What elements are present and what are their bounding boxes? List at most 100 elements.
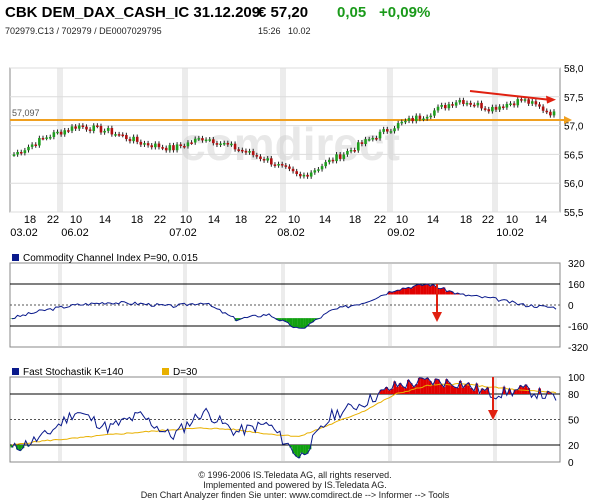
candle-body (360, 142, 364, 144)
candle-body (462, 100, 465, 104)
trend-arrow (469, 90, 549, 101)
date-tick-label: 08.02 (277, 227, 305, 239)
candle-body (128, 139, 132, 142)
candle-body (48, 136, 52, 139)
candle-body (443, 105, 447, 109)
stochastic-k-legend-swatch (12, 368, 19, 375)
candle-body (110, 128, 114, 135)
candle-body (472, 104, 476, 107)
time-tick-label: 10 (288, 214, 300, 226)
candle-body (244, 150, 248, 153)
candle-body (480, 102, 483, 109)
candle-body (501, 106, 505, 108)
last-price: € 57,20 (258, 4, 309, 21)
candle-body (280, 163, 284, 166)
quote-date: 10.02 (288, 26, 311, 36)
candle-body (284, 165, 288, 167)
candle-body (241, 149, 244, 152)
candle-body (172, 145, 175, 151)
time-tick-label: 22 (154, 214, 166, 226)
candle-body (27, 146, 30, 151)
price-y-tick-label: 56,0 (564, 179, 584, 190)
time-tick-label: 18 (235, 214, 247, 226)
candle-body (469, 102, 472, 105)
cci-y-tick-label: -160 (568, 322, 588, 333)
cci-panel-frame (9, 262, 561, 348)
time-tick-label: 10 (506, 214, 518, 226)
candle-body (396, 123, 400, 129)
candle-body (179, 144, 183, 146)
candle-body (353, 150, 356, 152)
time-tick-label: 22 (265, 214, 277, 226)
date-tick-label: 06.02 (61, 227, 89, 239)
candle-body (277, 163, 280, 166)
powered-by-line: Implemented and powered by IS.Teledata A… (203, 480, 387, 490)
time-tick-label: 14 (99, 214, 111, 226)
cci-y-tick-label: 320 (568, 259, 585, 270)
candle-body (186, 142, 190, 147)
candle-body (324, 162, 327, 167)
candle-body (523, 99, 527, 101)
candle-body (454, 102, 458, 106)
candle-body (538, 104, 541, 107)
candle-body (273, 164, 277, 166)
candle-body (527, 99, 530, 104)
candle-body (509, 103, 512, 105)
candle-body (436, 106, 440, 111)
candle-body (88, 129, 92, 131)
stochastic-y-tick-label: 0 (568, 458, 574, 469)
candle-body (70, 126, 74, 131)
candle-body (114, 134, 117, 136)
time-tick-label: 10 (180, 214, 192, 226)
candle-body (422, 118, 425, 121)
candle-body (516, 99, 520, 106)
candle-body (117, 134, 121, 136)
cci-series-line (11, 283, 557, 329)
candle-body (125, 135, 128, 140)
security-ids: 702979.C13 / 702979 / DE0007029795 (5, 26, 162, 36)
candle-body (154, 143, 157, 148)
cci-legend-label: Commodity Channel Index P=90, 0.015 (23, 253, 198, 264)
candle-body (498, 106, 501, 110)
candle-body (371, 137, 375, 140)
candle-body (41, 137, 45, 140)
stochastic-k-line (11, 377, 557, 459)
candle-body (447, 104, 451, 109)
candle-body (38, 137, 41, 146)
candle-body (77, 125, 81, 129)
candle-body (190, 142, 193, 144)
candle-body (259, 156, 262, 160)
candle-body (331, 159, 335, 162)
time-tick-label: 22 (47, 214, 59, 226)
candle-body (342, 154, 346, 159)
candle-body (52, 132, 56, 137)
candle-body (483, 108, 487, 110)
candle-body (81, 125, 85, 127)
candle-body (335, 154, 338, 162)
candle-body (266, 158, 269, 161)
candle-body (541, 106, 545, 111)
copyright-line: © 1996-2006 IS.Teledata AG, all rights r… (198, 470, 392, 480)
candle-body (491, 106, 494, 112)
candle-body (251, 151, 255, 156)
candle-body (393, 128, 396, 132)
time-tick-label: 22 (374, 214, 386, 226)
stochastic-y-tick-label: 100 (568, 373, 585, 384)
analyzer-link-line: Den Chart Analyzer finden Sie unter: www… (140, 490, 450, 500)
candle-body (291, 168, 295, 172)
date-tick-label: 07.02 (169, 227, 197, 239)
candle-body (193, 138, 197, 143)
candle-body (96, 125, 99, 128)
candle-body (183, 145, 186, 148)
candle-body (146, 143, 150, 146)
date-tick-label: 10.02 (496, 227, 524, 239)
candle-body (12, 154, 16, 156)
time-tick-label: 10 (70, 214, 82, 226)
candle-body (63, 130, 67, 135)
cci-y-tick-label: -320 (568, 343, 588, 354)
price-panel-frame (9, 67, 561, 213)
candle-body (226, 142, 230, 145)
candle-body (103, 130, 106, 133)
candle-body (378, 131, 382, 139)
candle-body (19, 152, 23, 154)
